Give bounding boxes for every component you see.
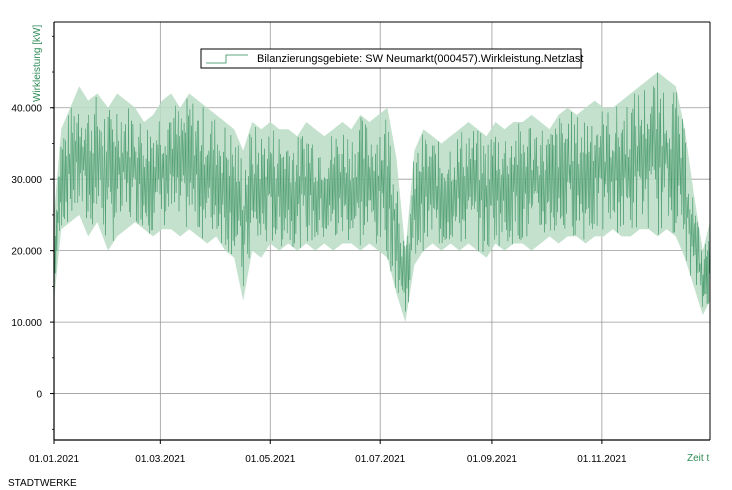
x-tick-label: 01.01.2021 bbox=[29, 454, 79, 465]
x-tick-label: 01.05.2021 bbox=[245, 454, 295, 465]
axes bbox=[50, 21, 711, 444]
legend: Bilanzierungsgebiete: SW Neumarkt(000457… bbox=[200, 48, 583, 69]
y-axis-title: Wirkleistung [kW] bbox=[32, 25, 43, 102]
legend-box bbox=[200, 48, 582, 69]
y-tick-label: 30.000 bbox=[11, 175, 42, 186]
x-tick-label: 01.09.2021 bbox=[467, 454, 517, 465]
data-series bbox=[53, 72, 711, 323]
y-tick-label: 10.000 bbox=[11, 318, 42, 329]
x-tick-label: 01.07.2021 bbox=[355, 454, 405, 465]
x-axis-title: Zeit t bbox=[687, 453, 709, 464]
legend-label: Bilanzierungsgebiete: SW Neumarkt(000457… bbox=[257, 53, 583, 65]
company-footer: STADTWERKE bbox=[8, 478, 77, 489]
legend-swatch bbox=[206, 54, 248, 64]
x-tick-label: 01.11.2021 bbox=[577, 454, 627, 465]
y-tick-label: 20.000 bbox=[11, 247, 42, 258]
tick-labels: 0 10.000 20.000 30.000 40.000 01.01.2021 01.03… bbox=[11, 104, 627, 465]
y-tick-label: 40.000 bbox=[11, 104, 42, 115]
series-line bbox=[53, 72, 711, 312]
x-tick-label: 01.03.2021 bbox=[135, 454, 185, 465]
series-envelope-band bbox=[54, 72, 710, 323]
y-tick-label: 0 bbox=[36, 390, 42, 401]
